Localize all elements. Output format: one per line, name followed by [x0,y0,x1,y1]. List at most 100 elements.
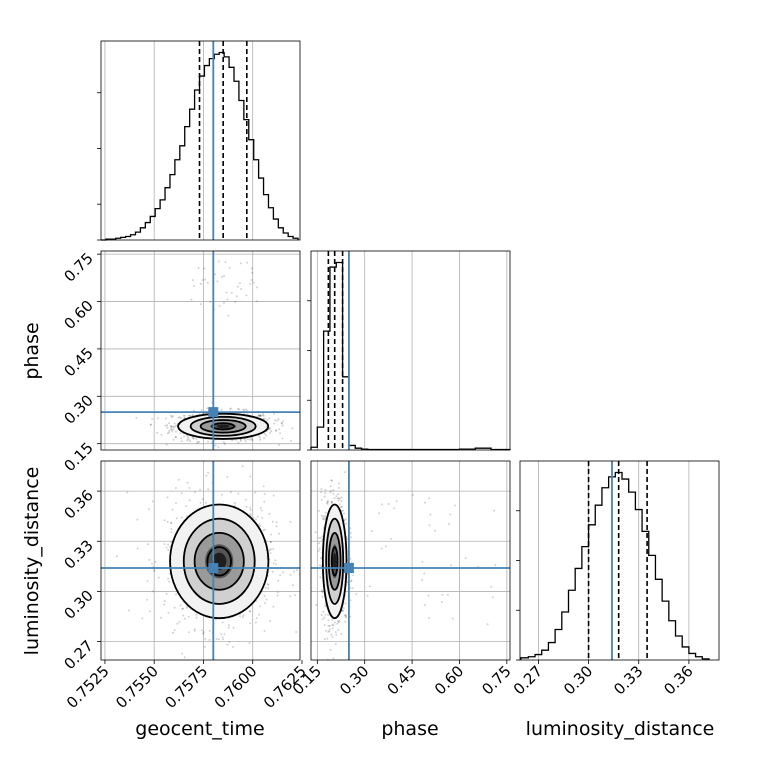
sample-point [116,555,118,558]
sample-point [331,623,334,626]
sample-point [423,604,426,607]
sample-point [324,605,327,608]
sample-point [272,605,275,608]
sample-point [164,424,167,427]
sample-point [188,414,191,417]
sample-point [220,408,223,411]
sample-point [269,552,272,555]
sample-point [190,298,193,301]
sample-point [321,595,324,598]
sample-point [250,267,253,270]
sample-point [264,602,266,604]
sample-point [324,489,327,491]
density-contour [169,503,270,620]
sample-point [249,283,252,285]
sample-point [147,543,150,546]
sample-point [187,615,190,618]
sample-point [259,414,262,417]
sample-point [341,609,344,612]
panel-frame [100,460,301,661]
sample-point [165,443,168,446]
sample-point [270,533,273,536]
sample-point [295,569,298,572]
histogram-step-geocent-time [101,51,299,241]
sample-point [227,626,230,629]
sample-point [237,441,240,444]
sample-point [178,621,181,623]
sample-point [331,635,334,638]
sample-point [171,425,174,428]
density-contour [206,546,232,577]
sample-point [187,438,190,441]
sample-point [340,496,343,499]
sample-point [494,564,497,566]
sample-point [434,529,436,532]
sample-point [230,407,232,410]
sample-point [355,593,358,596]
sample-point [189,440,191,443]
sample-point [205,501,207,504]
sample-point [427,594,430,597]
sample-point [320,557,323,560]
sample-point [156,431,159,434]
sample-point [329,485,332,488]
sample-point [254,621,257,624]
sample-point [332,657,335,660]
sample-point [344,518,347,521]
sample-point [242,614,245,617]
sample-point [195,437,198,440]
sample-point [207,488,210,491]
sample-point [232,626,235,629]
sample-point [272,494,275,497]
sample-point [250,514,252,517]
sample-point [197,267,200,269]
sample-point [193,629,196,632]
sample-point [208,629,211,632]
density-contour [199,419,247,434]
sample-point [490,585,493,588]
sample-point [210,441,213,444]
sample-point [349,580,352,583]
sample-point [221,621,224,624]
sample-point [150,423,152,426]
sample-point [141,617,144,620]
sample-point [177,478,180,481]
sample-point [165,546,168,549]
sample-point [324,629,327,632]
density-contour [193,532,245,591]
sample-point [224,261,227,264]
sample-point [330,489,333,492]
sample-point [273,412,276,415]
sample-point [171,508,174,511]
sample-point [167,577,170,580]
sample-point [181,607,184,610]
sample-point [154,560,157,563]
sample-point [393,507,396,510]
sample-point [350,536,352,539]
sample-point [324,517,326,520]
sample-point [249,438,251,441]
sample-point [274,559,277,562]
sample-point [264,586,267,589]
sample-point [268,427,271,430]
sample-point [331,500,333,503]
x-axis-label-luminosity-distance: luminosity_distance [526,718,715,740]
sample-point [338,619,341,622]
sample-point [244,408,247,411]
sample-point [337,482,340,485]
sample-point [205,474,208,477]
sample-point [169,545,171,548]
sample-point [319,576,322,579]
sample-point [269,619,272,622]
sample-point [166,424,169,427]
sample-point [169,425,172,428]
sample-point [335,495,338,498]
sample-point [181,652,184,655]
sample-point [267,583,270,586]
panel-content [101,461,300,660]
sample-point [344,614,347,617]
sample-point [266,419,269,422]
sample-point [252,281,255,284]
sample-point [260,509,263,512]
sample-point [186,481,189,484]
